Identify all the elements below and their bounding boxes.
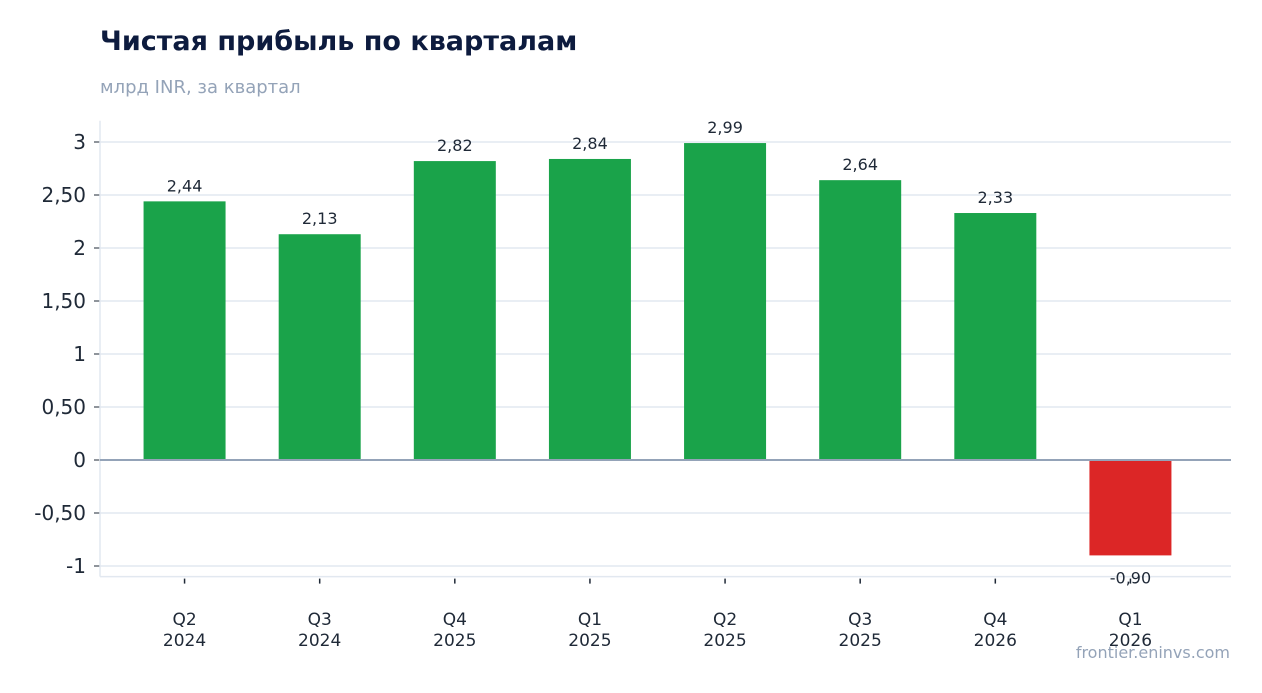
data-label: 2,64 [842, 155, 878, 174]
data-label: -0,90 [1110, 568, 1151, 587]
bar [278, 234, 361, 460]
x-tick-label: Q4 2025 [433, 610, 476, 651]
data-label: 2,13 [302, 209, 338, 228]
y-tick-label: 3 [73, 130, 86, 154]
y-tick-label: -1 [66, 554, 86, 578]
y-tick-label: 0,50 [41, 395, 86, 419]
data-label: 2,82 [437, 136, 473, 155]
bar [1089, 460, 1172, 556]
chart-subtitle: млрд INR, за квартал [100, 77, 301, 98]
data-label: 2,33 [978, 188, 1014, 207]
y-tick-label: 2 [73, 236, 86, 260]
bar [413, 161, 496, 460]
x-tick-label: Q1 2025 [568, 610, 611, 651]
y-tick-label: 1,50 [41, 289, 86, 313]
x-tick-label: Q3 2025 [839, 610, 882, 651]
x-tick-label: Q3 2024 [298, 610, 341, 651]
bar [143, 201, 226, 461]
x-tick-label: Q4 2026 [974, 610, 1017, 651]
y-tick-label: 2,50 [41, 183, 86, 207]
data-label: 2,44 [167, 176, 203, 195]
y-tick-label: 0 [73, 448, 86, 472]
x-tick-label: Q2 2024 [163, 610, 206, 651]
y-tick-label: -0,50 [34, 501, 86, 525]
y-tick-label: 1 [73, 342, 86, 366]
chart-title: Чистая прибыль по кварталам [100, 26, 578, 57]
bar [684, 143, 767, 460]
data-label: 2,99 [707, 118, 743, 137]
x-tick-label: Q2 2025 [703, 610, 746, 651]
bar [819, 180, 902, 460]
x-tick-label: Q1 2026 [1109, 610, 1152, 651]
bar [954, 213, 1037, 460]
source-watermark: frontier.eninvs.com [1075, 643, 1230, 662]
bar [548, 158, 631, 460]
data-label: 2,84 [572, 134, 608, 153]
